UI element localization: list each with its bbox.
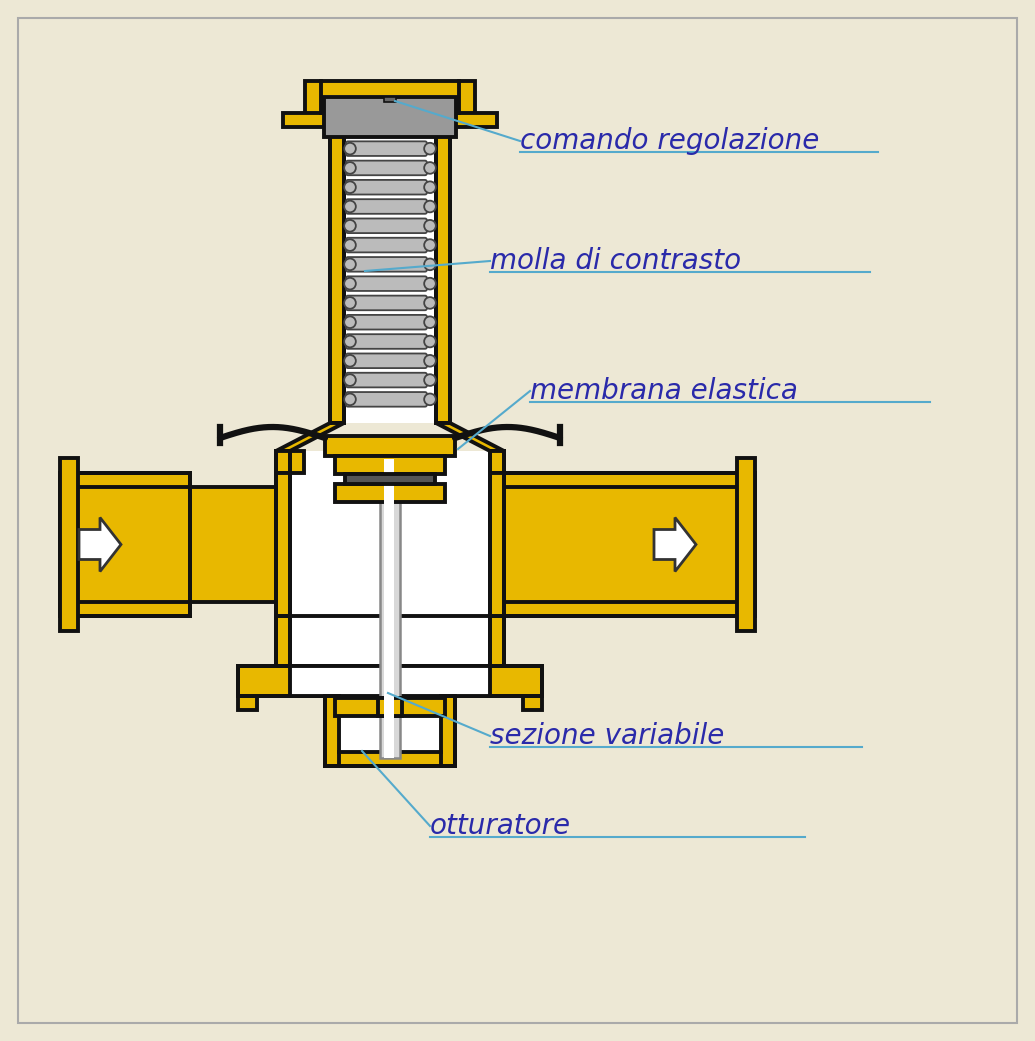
FancyBboxPatch shape: [346, 160, 427, 175]
Circle shape: [345, 220, 356, 231]
Bar: [378, 699, 402, 716]
Circle shape: [424, 355, 436, 366]
Bar: [276, 473, 290, 616]
Bar: [305, 81, 475, 123]
Circle shape: [345, 143, 356, 154]
Bar: [490, 487, 504, 602]
Circle shape: [424, 258, 436, 271]
Circle shape: [345, 297, 356, 309]
Bar: [345, 474, 435, 484]
Bar: [60, 473, 190, 616]
FancyBboxPatch shape: [346, 199, 427, 213]
Bar: [283, 113, 497, 127]
Circle shape: [345, 278, 356, 289]
FancyBboxPatch shape: [346, 373, 427, 387]
Text: otturatore: otturatore: [430, 812, 571, 840]
Circle shape: [345, 355, 356, 366]
Circle shape: [424, 297, 436, 309]
Circle shape: [424, 181, 436, 193]
Bar: [290, 451, 490, 473]
Circle shape: [345, 374, 356, 386]
FancyBboxPatch shape: [346, 237, 427, 252]
FancyBboxPatch shape: [346, 392, 427, 407]
Bar: [324, 97, 456, 137]
Circle shape: [424, 201, 436, 212]
Bar: [504, 487, 741, 602]
Bar: [290, 666, 490, 696]
FancyBboxPatch shape: [346, 334, 427, 349]
Bar: [490, 451, 504, 473]
Bar: [504, 473, 755, 616]
Bar: [344, 127, 436, 423]
FancyBboxPatch shape: [346, 142, 427, 156]
Bar: [290, 616, 490, 666]
Polygon shape: [79, 517, 121, 572]
Bar: [276, 451, 290, 473]
Circle shape: [424, 316, 436, 328]
FancyBboxPatch shape: [346, 276, 427, 290]
Bar: [335, 699, 445, 716]
Polygon shape: [654, 517, 696, 572]
FancyBboxPatch shape: [346, 180, 427, 195]
Bar: [490, 451, 504, 473]
Bar: [335, 484, 445, 502]
Bar: [737, 458, 755, 631]
Circle shape: [345, 258, 356, 271]
Bar: [60, 458, 78, 631]
Text: molla di contrasto: molla di contrasto: [490, 247, 741, 275]
Circle shape: [424, 143, 436, 154]
Bar: [290, 451, 304, 473]
Bar: [73, 487, 190, 602]
Bar: [335, 456, 445, 474]
Circle shape: [424, 374, 436, 386]
Circle shape: [424, 278, 436, 289]
Bar: [321, 95, 459, 111]
Bar: [384, 97, 396, 102]
Bar: [523, 696, 542, 710]
Bar: [238, 696, 257, 710]
Circle shape: [424, 335, 436, 348]
Circle shape: [345, 393, 356, 405]
FancyBboxPatch shape: [346, 354, 427, 369]
Bar: [384, 459, 394, 758]
Bar: [325, 436, 455, 456]
Circle shape: [345, 335, 356, 348]
Polygon shape: [276, 423, 344, 451]
Bar: [330, 127, 344, 423]
Bar: [325, 696, 455, 766]
Text: comando regolazione: comando regolazione: [520, 127, 820, 155]
Bar: [190, 487, 276, 602]
Text: sezione variabile: sezione variabile: [490, 722, 724, 750]
Bar: [339, 682, 441, 752]
Bar: [436, 127, 450, 423]
Bar: [490, 473, 504, 616]
Circle shape: [424, 220, 436, 231]
Polygon shape: [436, 423, 504, 451]
Circle shape: [345, 239, 356, 251]
Circle shape: [345, 316, 356, 328]
Circle shape: [424, 162, 436, 174]
Bar: [238, 666, 542, 696]
FancyBboxPatch shape: [346, 296, 427, 310]
Circle shape: [345, 201, 356, 212]
Bar: [490, 616, 504, 666]
Circle shape: [424, 393, 436, 405]
FancyBboxPatch shape: [346, 257, 427, 272]
Bar: [276, 616, 290, 666]
Circle shape: [345, 162, 356, 174]
Bar: [380, 459, 400, 758]
Circle shape: [424, 239, 436, 251]
FancyBboxPatch shape: [346, 219, 427, 233]
Circle shape: [345, 181, 356, 193]
FancyBboxPatch shape: [346, 315, 427, 330]
Bar: [290, 473, 490, 616]
Text: membrana elastica: membrana elastica: [530, 377, 798, 405]
